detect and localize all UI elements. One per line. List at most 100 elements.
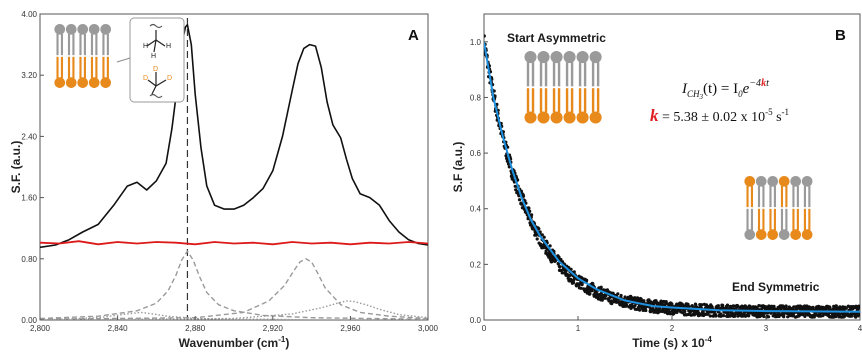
decay-data-point xyxy=(591,282,595,286)
decay-data-point xyxy=(537,227,541,231)
panel-a-ytick-label: 1.60 xyxy=(21,194,37,203)
decay-data-point xyxy=(714,314,718,318)
decay-data-point xyxy=(733,314,737,318)
decay-data-point xyxy=(639,297,643,301)
panel-b-xtick-label: 1 xyxy=(576,324,581,333)
decay-data-point xyxy=(557,255,561,259)
decay-data-point xyxy=(721,303,725,307)
panel-b-xtick-label: 2 xyxy=(670,324,675,333)
decay-data-point xyxy=(706,312,710,316)
panel-b-xtick-label: 0 xyxy=(482,324,487,333)
panel-a-ytick-label: 4.00 xyxy=(21,10,37,19)
panel-a-xtick-label: 2,800 xyxy=(30,324,51,333)
k-value-text: k = 5.38 ± 0.02 x 10-5 s-1 xyxy=(650,106,789,125)
panel-a-ytick-label: 3.20 xyxy=(21,71,37,80)
decay-data-point xyxy=(683,309,687,314)
decay-data-point xyxy=(572,270,576,274)
decay-data-point xyxy=(784,304,788,308)
svg-text:H: H xyxy=(143,43,148,50)
svg-text:H: H xyxy=(151,53,156,60)
decay-data-point xyxy=(507,165,511,169)
decay-data-point xyxy=(633,304,637,308)
decay-data-point xyxy=(769,311,773,315)
panel-a-series-group xyxy=(40,18,428,320)
svg-text:H: H xyxy=(166,43,171,50)
cd3-molecule-icon xyxy=(147,72,167,99)
panel-b-series-group xyxy=(484,34,860,319)
start-asymmetric-label: Start Asymmetric xyxy=(507,31,606,45)
decay-data-point xyxy=(857,313,860,317)
decay-data-point xyxy=(571,281,576,285)
decay-data-point xyxy=(559,257,563,262)
decay-data-point xyxy=(619,293,623,298)
decay-data-point xyxy=(560,271,564,275)
panel-a: 2,800 2,840 2,880 2,920 2,960 3,000 0.00 0.80 1.… xyxy=(9,10,439,350)
decay-data-point xyxy=(710,305,714,309)
decay-data-point xyxy=(844,306,848,310)
decay-data-point xyxy=(567,274,572,278)
decay-data-point xyxy=(517,198,522,202)
panel-a-series-line-0 xyxy=(40,23,428,249)
decay-data-point xyxy=(633,296,637,300)
decay-data-point xyxy=(548,244,552,248)
panel-b-ylabel: S.F (a.u.) xyxy=(451,142,465,193)
svg-text:D: D xyxy=(153,66,158,73)
panel-b-letter: B xyxy=(835,27,846,44)
panel-a-ylabel: S.F. (a.u.) xyxy=(9,141,23,194)
ch3-molecule-icon xyxy=(146,23,166,53)
panel-a-series-line-3 xyxy=(40,258,428,320)
panel-a-ytick-label: 0.80 xyxy=(21,255,37,264)
panel-a-frame xyxy=(39,13,429,321)
decay-data-point xyxy=(616,292,620,296)
panel-b-xtick-label: 3 xyxy=(764,324,769,333)
decay-data-point xyxy=(664,300,668,304)
decay-data-point xyxy=(747,314,751,318)
decay-data-point xyxy=(520,202,524,206)
decay-data-point xyxy=(513,184,517,188)
decay-data-point xyxy=(558,265,562,269)
decay-data-point xyxy=(662,299,666,304)
decay-data-point xyxy=(651,307,655,311)
svg-text:D: D xyxy=(167,75,172,82)
decay-data-point xyxy=(528,209,532,213)
decay-data-point xyxy=(599,285,603,289)
decay-data-point xyxy=(811,305,815,309)
methyl-group-inset: H H H D D D xyxy=(116,17,185,103)
decay-data-point xyxy=(600,293,604,297)
panel-a-xtick-label: 3,000 xyxy=(418,324,439,333)
decay-data-point xyxy=(569,267,573,271)
panel-a-xtick-label: 2,960 xyxy=(340,324,361,333)
decay-data-point xyxy=(675,302,679,306)
decay-data-point xyxy=(542,235,546,239)
end-symmetric-label: End Symmetric xyxy=(732,280,820,294)
asymmetric-membrane-icon-start xyxy=(524,51,602,124)
panel-b-ytick-label: 0.6 xyxy=(470,149,482,158)
decay-data-point xyxy=(647,298,651,302)
symmetric-membrane-icon-end xyxy=(744,176,813,240)
decay-data-point xyxy=(527,206,531,210)
decay-data-point xyxy=(812,315,816,319)
panel-a-letter: A xyxy=(408,27,419,44)
panel-a-series-line-1 xyxy=(40,240,428,246)
panel-a-series-line-5 xyxy=(40,311,428,320)
decay-data-point xyxy=(828,305,832,310)
decay-data-point xyxy=(535,237,539,241)
decay-data-point xyxy=(742,311,747,315)
panel-a-xtick-label: 2,840 xyxy=(108,324,129,333)
decay-data-point xyxy=(719,314,723,318)
panel-b-xtick-label: 4 xyxy=(858,324,862,333)
panel-a-xtick-label: 2,880 xyxy=(185,324,206,333)
decay-data-point xyxy=(579,286,583,290)
panel-b-ytick-label: 0.2 xyxy=(470,260,482,269)
decay-data-point xyxy=(736,304,740,309)
decay-data-point xyxy=(540,233,544,237)
decay-data-point xyxy=(588,292,592,296)
decay-data-point xyxy=(795,307,799,311)
decay-data-point xyxy=(708,314,712,318)
decay-data-point xyxy=(585,278,589,282)
decay-data-point xyxy=(725,303,730,307)
panel-a-xtick-label: 2,920 xyxy=(263,324,284,333)
decay-data-point xyxy=(834,304,838,308)
panel-a-ytick-label: 0.00 xyxy=(21,316,37,325)
panel-b: 0 1 2 3 4 0.0 0.2 0.4 0.6 0.8 1.0 Start Asymmetric… xyxy=(451,13,862,350)
